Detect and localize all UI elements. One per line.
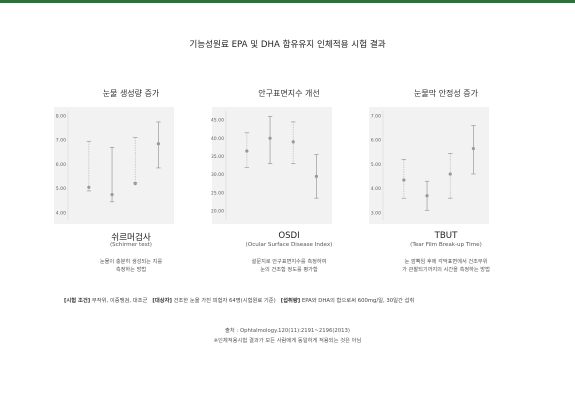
y-tick-label: 45.00: [211, 118, 224, 124]
top-accent-bar: [0, 0, 575, 3]
y-tick-label: 5.00: [56, 186, 66, 192]
chart-title-tear-production: 눈물 생성량 증가: [102, 89, 160, 98]
description-line: 측정하는 방법: [115, 267, 147, 273]
data-point: [471, 146, 476, 151]
data-point: [448, 172, 452, 176]
description-line: 눈의 건조함 정도를 평가함: [260, 267, 318, 273]
condition-label: [대상자]: [152, 298, 172, 304]
y-tick-label: 7.00: [371, 113, 381, 119]
y-tick-label: 6.00: [371, 138, 381, 144]
y-tick-label: 20.00: [211, 209, 224, 215]
chart-panel: [212, 107, 332, 224]
main-title: 기능성원료 EPA 및 DHA 함유유지 인체적용 시험 결과: [189, 40, 386, 50]
y-tick-label: 7.00: [56, 138, 66, 144]
y-tick-label: 4.00: [56, 210, 66, 216]
data-point: [425, 194, 429, 198]
description-line: 가 관찰되기까지의 시간을 측정하는 방법: [402, 267, 490, 273]
condition-text: 무작위, 이중맹검, 대조군: [91, 298, 148, 304]
chart-title-osdi: 안구표면지수 개선: [258, 89, 320, 98]
y-tick-label: 5.00: [371, 162, 381, 168]
caption-sub-osdi: (Ocular Surface Disease Index): [245, 242, 333, 248]
description-line: 눈 깜빡임 후에 각막표면에서 건조부위: [404, 259, 488, 265]
chart-panel: [369, 107, 489, 224]
caption-sub-schirmer: (Schirmer test): [109, 242, 152, 248]
caption-tbut: TBUT: [434, 231, 458, 241]
data-point: [110, 192, 114, 197]
data-point: [268, 136, 272, 140]
y-tick-label: 25.00: [211, 190, 224, 196]
caption-sub-tbut: (Tear Film Break-up Time): [410, 242, 482, 248]
test-conditions: [시험 조건] 무작위, 이중맹검, 대조군 [대상자] 건조한 눈을 가진 피…: [64, 296, 414, 304]
chart-panel: [54, 107, 174, 224]
data-point: [87, 185, 91, 189]
y-tick-label: 4.00: [371, 186, 381, 192]
disclaimer-note: ※인체적용시험 결과가 모든 사람에게 동일하게 적용되는 것은 아님: [213, 338, 362, 344]
condition-label: [시험 조건]: [64, 298, 91, 304]
caption-schirmer: 쉬르머검사: [111, 233, 151, 243]
y-tick-label: 40.00: [211, 136, 224, 142]
y-tick-label: 6.00: [56, 162, 66, 168]
source-note: 출처 : Ophtalmology.120(11):2191~2196(2013…: [225, 328, 350, 334]
condition-text: 건조한 눈을 가진 피험자 64명(시험원료 기준): [173, 298, 276, 304]
caption-osdi: OSDI: [278, 231, 300, 241]
data-point: [314, 174, 319, 178]
description-tbut: 눈 깜빡임 후에 각막표면에서 건조부위 가 관찰되기까지의 시간을 측정하는 …: [371, 258, 521, 274]
condition-text: EPA와 DHA의 합으로써 600mg/일, 30일간 섭취: [301, 298, 415, 304]
description-line: 설문지로 안구표면지수를 측정하여: [251, 259, 327, 265]
chart-title-tbut: 눈물막 안정성 증가: [414, 89, 478, 98]
data-point: [245, 149, 249, 153]
data-point: [402, 178, 406, 182]
data-point: [156, 142, 161, 146]
condition-label: [섭취량]: [280, 298, 301, 304]
data-point: [133, 182, 137, 186]
description-schirmer: 눈물이 충분히 생성되는 지를 측정하는 방법: [56, 258, 206, 274]
data-point: [291, 140, 295, 144]
y-tick-label: 3.00: [371, 210, 381, 216]
description-osdi: 설문지로 안구표면지수를 측정하여 눈의 건조함 정도를 평가함: [214, 258, 364, 274]
y-tick-label: 8.00: [56, 113, 66, 119]
y-tick-label: 30.00: [211, 172, 224, 178]
description-line: 눈물이 충분히 생성되는 지를: [99, 259, 163, 265]
y-tick-label: 35.00: [211, 154, 224, 160]
